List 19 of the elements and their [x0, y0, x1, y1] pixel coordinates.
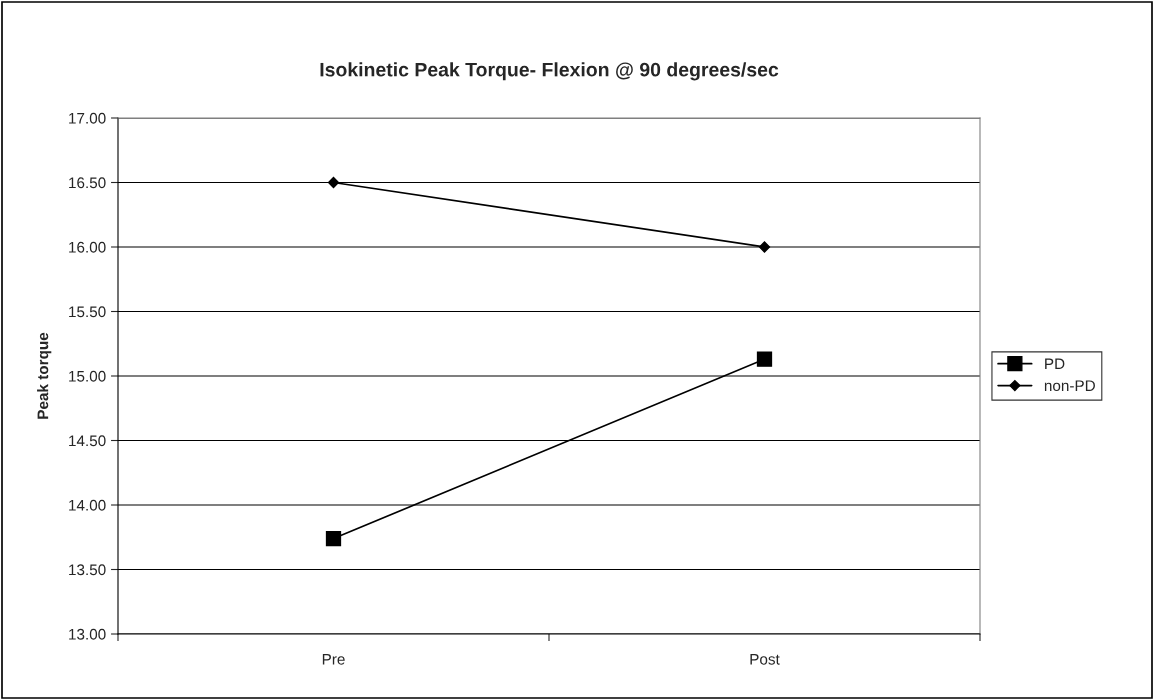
y-tick-label: 14.00: [69, 499, 106, 511]
y-axis-title: Peak torque: [37, 332, 52, 419]
y-tick-label: 16.50: [69, 177, 106, 189]
x-tick-label: Post: [750, 654, 780, 665]
y-tick-label: 17.00: [69, 112, 106, 124]
y-tick-label: 15.00: [69, 370, 106, 382]
y-tick-label: 13.00: [69, 628, 106, 640]
y-tick-label: 13.50: [69, 564, 106, 576]
point: [327, 176, 340, 189]
point: [756, 351, 773, 367]
y-tick-label: 14.50: [69, 435, 106, 447]
y-tick-label: 16.00: [69, 241, 106, 253]
chart-title: Isokinetic Peak Torque- Flexion @ 90 degrees/sec: [320, 62, 779, 81]
point: [758, 241, 771, 253]
point: [325, 530, 342, 547]
y-tick-label: 15.50: [69, 306, 106, 318]
legend-label: PD: [1045, 358, 1065, 370]
x-tick-label: Pre: [322, 654, 345, 665]
legend-label: non-PD: [1044, 380, 1095, 392]
